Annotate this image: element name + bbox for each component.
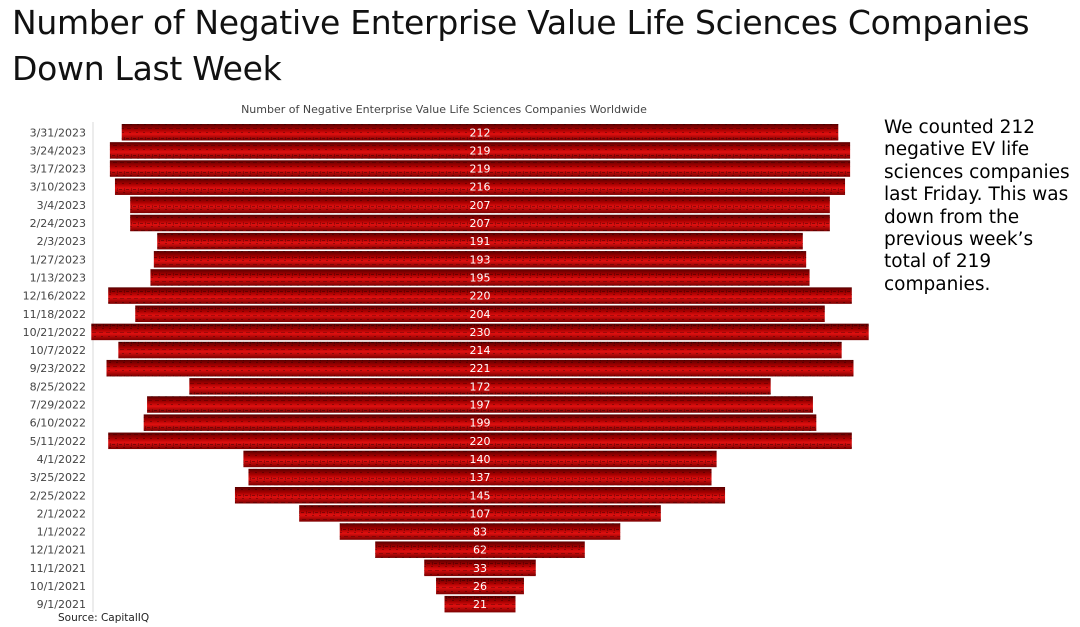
bar-texture [444,595,516,613]
y-tick-label: 10/7/2022 [30,344,86,357]
data-label: 199 [470,417,491,430]
y-tick-label: 2/3/2023 [37,235,86,248]
bar-texture [109,160,851,177]
data-label: 221 [470,362,491,375]
y-tick-label: 12/1/2021 [30,544,86,557]
data-label: 193 [470,253,491,266]
bar-texture [118,341,842,359]
bar-texture [121,124,839,141]
y-tick-label: 9/23/2022 [30,362,86,375]
y-tick-label: 6/10/2022 [30,417,86,430]
y-tick-label: 2/25/2022 [30,489,86,502]
data-label: 220 [470,290,491,303]
y-tick-label: 1/13/2023 [30,271,86,284]
bar-texture [157,232,803,250]
y-tick-label: 11/18/2022 [23,308,86,321]
bar-texture [375,541,585,558]
bar-texture [147,396,813,413]
data-label: 191 [470,235,491,248]
funnel-chart: 212 3/31/2023 219 3/24/2023 219 3/17/2023 216 3… [23,122,869,613]
data-label: 219 [470,144,491,157]
data-label: 107 [470,507,491,520]
y-tick-label: 9/1/2021 [37,598,86,611]
bar-texture [91,323,869,341]
bar-texture [143,414,817,431]
data-label: 83 [473,526,487,539]
data-label: 62 [473,544,487,557]
y-tick-label: 4/1/2022 [37,453,86,466]
y-tick-label: 7/29/2022 [30,399,86,412]
bar-texture [114,178,846,195]
bar-texture [424,559,536,577]
y-tick-label: 3/17/2023 [30,163,86,176]
bar-texture [109,142,851,159]
bar-texture [150,269,810,286]
bar-texture [135,305,825,322]
data-label: 172 [470,380,491,393]
data-label: 33 [473,562,487,575]
data-label: 140 [470,453,491,466]
bar-texture [299,505,661,522]
y-tick-label: 2/24/2023 [30,217,86,230]
y-tick-label: 3/25/2022 [30,471,86,484]
bar-texture [339,523,621,540]
y-tick-label: 3/4/2023 [37,199,86,212]
y-tick-label: 3/10/2023 [30,181,86,194]
bar-texture [243,450,717,468]
data-label: 220 [470,435,491,448]
data-label: 145 [470,489,491,502]
bar-texture [234,487,726,504]
y-tick-label: 3/24/2023 [30,144,86,157]
headline: Number of Negative Enterprise Value Life… [12,3,1030,88]
chart-title: Number of Negative Enterprise Value Life… [241,103,647,116]
y-tick-label: 5/11/2022 [30,435,86,448]
data-label: 214 [470,344,491,357]
bar-texture [106,359,854,377]
y-tick-label: 1/1/2022 [37,526,86,539]
data-label: 207 [470,217,491,230]
y-tick-label: 10/1/2021 [30,580,86,593]
bar-texture [153,251,807,268]
data-label: 216 [470,181,491,194]
data-label: 197 [470,399,491,412]
y-tick-label: 10/21/2022 [23,326,86,339]
y-tick-label: 3/31/2023 [30,126,86,139]
data-label: 212 [470,126,491,139]
data-label: 195 [470,271,491,284]
bar-texture [248,468,712,486]
y-tick-label: 8/25/2022 [30,380,86,393]
y-tick-label: 2/1/2022 [37,507,86,520]
y-tick-label: 11/1/2021 [30,562,86,575]
y-tick-label: 12/16/2022 [23,290,86,303]
data-label: 230 [470,326,491,339]
bar-texture [436,577,524,595]
data-label: 137 [470,471,491,484]
bar-texture [108,432,852,450]
bar-texture [130,196,830,214]
data-label: 207 [470,199,491,212]
y-tick-label: 1/27/2023 [30,253,86,266]
bar-texture [108,287,852,304]
bar-texture [130,214,830,232]
data-label: 204 [470,308,491,321]
data-label: 26 [473,580,487,593]
data-label: 219 [470,163,491,176]
source-note: Source: CapitalIQ [58,612,150,624]
data-label: 21 [473,598,487,611]
commentary-text: We counted 212 negative EV life sciences… [884,117,1070,295]
bar-texture [189,378,771,395]
